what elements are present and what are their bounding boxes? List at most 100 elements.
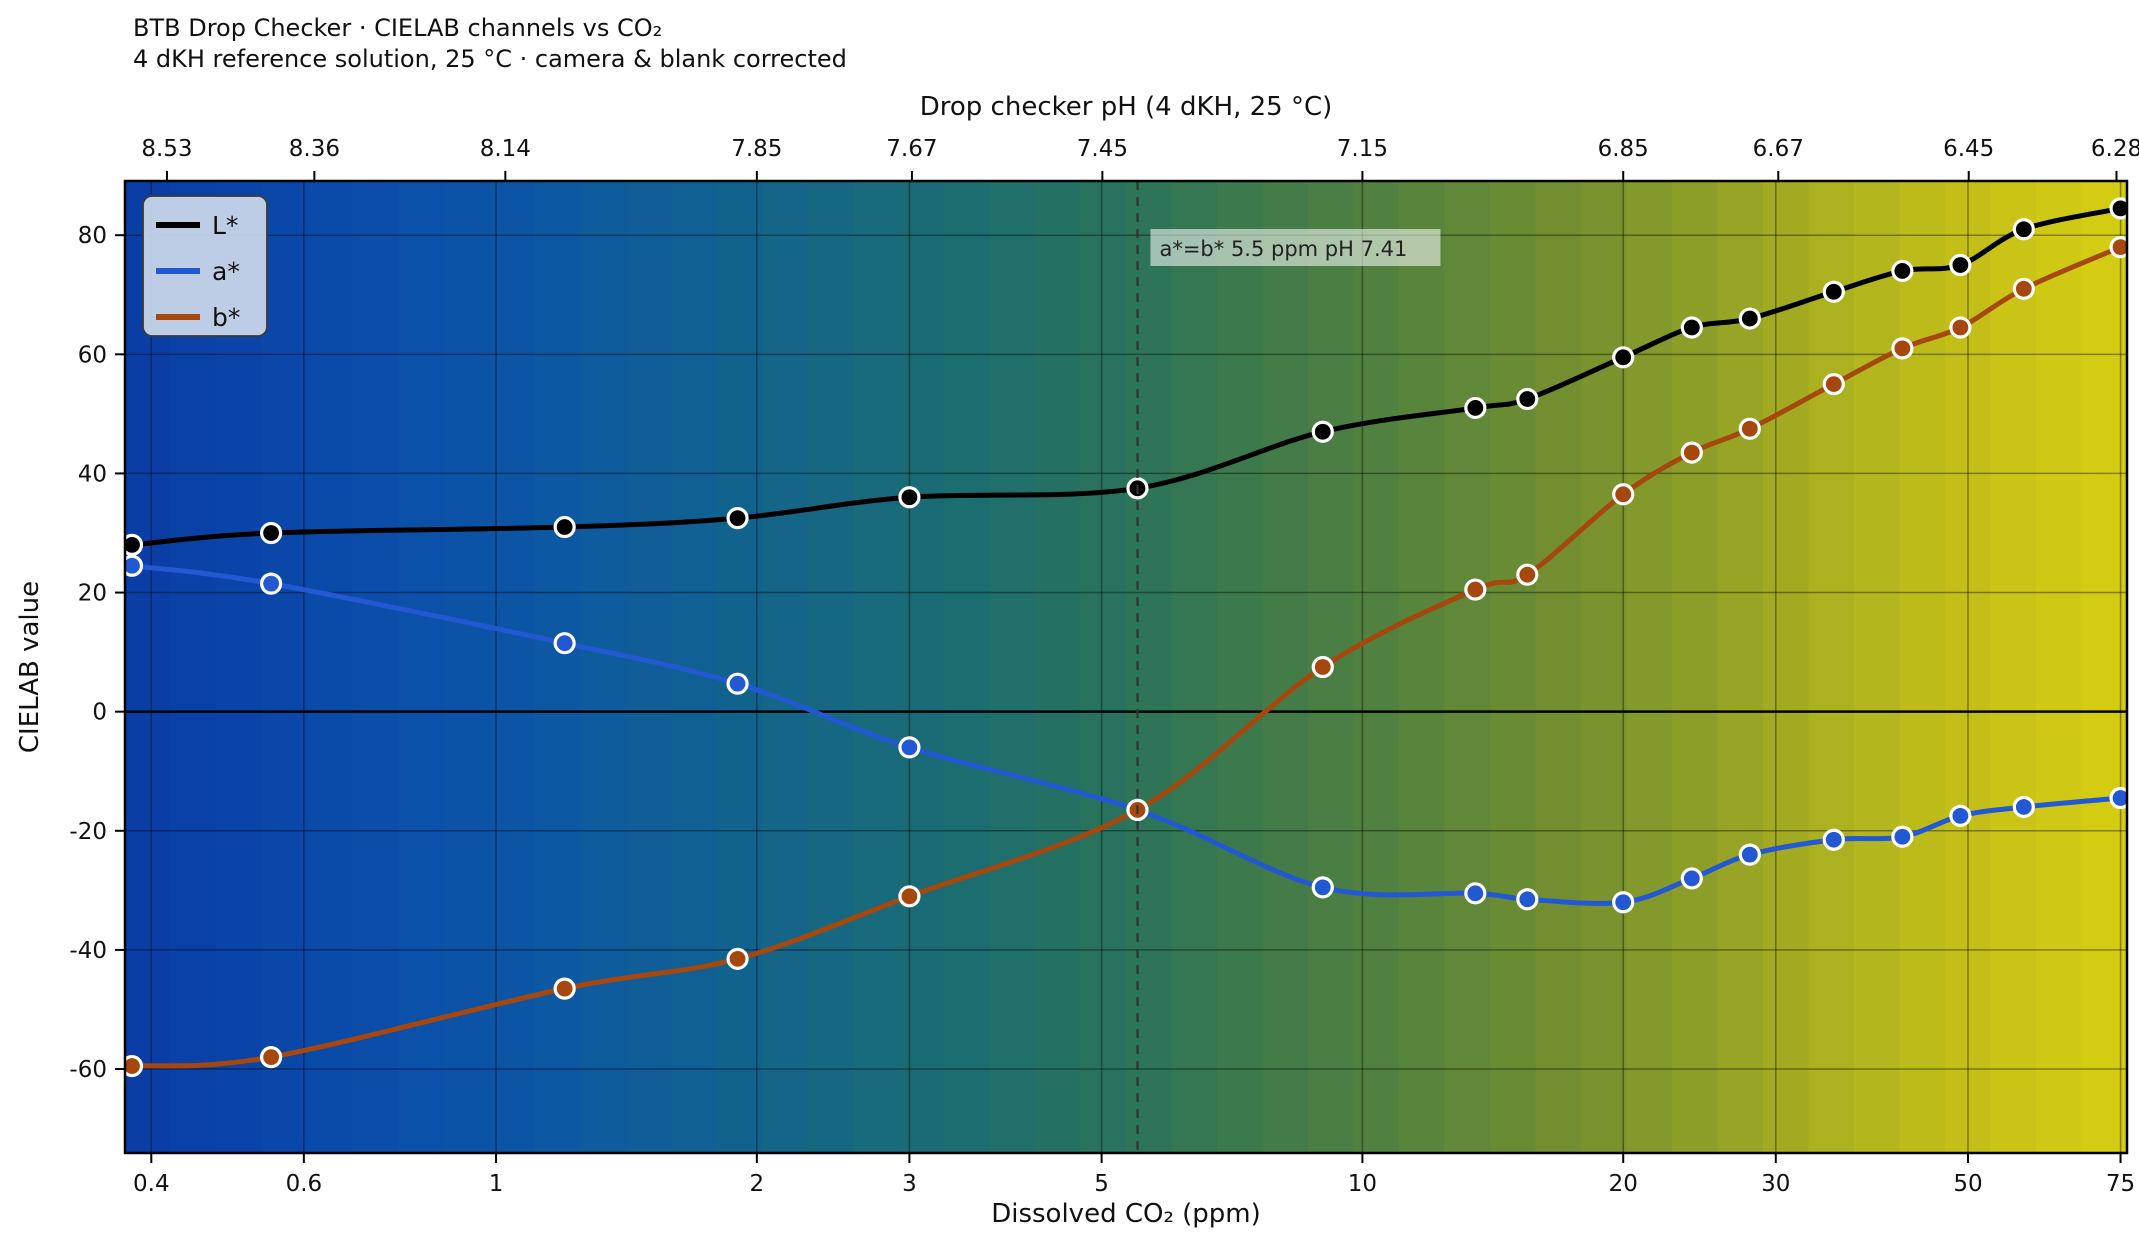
y-tick-label: 20 — [78, 581, 107, 607]
marker-a — [1891, 825, 1914, 848]
marker-a — [2109, 786, 2127, 810]
gradient-band — [307, 181, 354, 1153]
marker-b — [260, 1046, 283, 1069]
marker-b — [1311, 655, 1334, 679]
gradient-band — [1899, 181, 1946, 1153]
marker-L — [1949, 253, 1972, 277]
gradient-band — [1490, 181, 1537, 1153]
marker-L — [1516, 387, 1539, 411]
ph-tick-label: 7.45 — [1077, 136, 1128, 162]
marker-L — [1464, 396, 1487, 420]
marker-a — [726, 672, 749, 695]
gradient-band — [170, 181, 217, 1153]
ph-tick-label: 6.85 — [1598, 136, 1649, 162]
marker-b — [1612, 483, 1635, 506]
gradient-band — [1581, 181, 1628, 1153]
gradient-band — [1171, 181, 1218, 1153]
y-tick-label: 0 — [92, 700, 107, 726]
gradient-band — [580, 181, 627, 1153]
marker-b — [1949, 316, 1972, 339]
gradient-band — [1854, 181, 1901, 1153]
gradient-band — [625, 181, 672, 1153]
gradient-band — [261, 181, 308, 1153]
gradient-band — [1080, 181, 1127, 1153]
marker-L — [125, 533, 144, 557]
marker-b — [898, 885, 921, 908]
legend: L* a* b* — [142, 195, 268, 337]
marker-b — [553, 977, 576, 1000]
gradient-band — [1217, 181, 1264, 1153]
gradient-band — [1399, 181, 1446, 1153]
marker-a — [1949, 804, 1972, 827]
y-tick-label: -60 — [69, 1057, 107, 1083]
background-gradient-bands — [125, 181, 2127, 1153]
gradient-band — [352, 181, 399, 1153]
gradient-band — [1672, 181, 1719, 1153]
series-line-L — [129, 205, 2124, 548]
marker-L — [2109, 197, 2127, 220]
marker-L — [726, 507, 749, 530]
marker-L — [553, 515, 576, 539]
x-axis-title: Dissolved CO₂ (ppm) — [991, 1199, 1261, 1229]
x-tick-label: 10 — [1348, 1171, 1377, 1197]
series-line-b — [129, 244, 2124, 1069]
annotation-layer: a*=b* 5.5 ppm pH 7.41 — [1136, 181, 1441, 1153]
gradient-band — [534, 181, 581, 1153]
gradient-band — [1353, 181, 1400, 1153]
y-tick-label: 60 — [78, 342, 107, 368]
marker-a — [1516, 888, 1539, 911]
x-tick-label: 50 — [1953, 1171, 1982, 1197]
gradient-band — [1717, 181, 1764, 1153]
gradient-band — [1626, 181, 1673, 1153]
gradient-band — [989, 181, 1036, 1153]
x-tick-label: 3 — [902, 1171, 917, 1197]
marker-b — [1891, 337, 1914, 360]
x-tick-label: 75 — [2106, 1171, 2135, 1197]
marker-b — [1464, 578, 1487, 601]
gradient-band — [1126, 181, 1173, 1153]
ph-tick-label: 7.67 — [886, 136, 937, 162]
marker-b — [1680, 441, 1703, 464]
marker-b — [1738, 417, 1761, 440]
x-tick-label: 2 — [750, 1171, 765, 1197]
marker-a — [1680, 867, 1703, 890]
gradient-band — [853, 181, 900, 1153]
marker-L — [260, 521, 283, 545]
gradient-band — [1262, 181, 1309, 1153]
x-tick-label: 5 — [1094, 1171, 1109, 1197]
title-line2: 4 dKH reference solution, 25 °C · camera… — [133, 45, 847, 73]
ph-tick-label: 6.28 — [2091, 136, 2139, 162]
legend-box — [142, 195, 268, 337]
gradient-band — [762, 181, 809, 1153]
annotation-label: a*=b* 5.5 ppm pH 7.41 — [1159, 237, 1407, 261]
gradient-band — [1763, 181, 1810, 1153]
title-line1: BTB Drop Checker · CIELAB channels vs CO… — [133, 14, 662, 42]
series-line-a — [129, 563, 2124, 906]
x-tick-label: 0.6 — [286, 1171, 323, 1197]
marker-a — [1464, 882, 1487, 905]
marker-L — [1891, 259, 1914, 283]
gradient-band — [898, 181, 945, 1153]
gradient-band — [944, 181, 991, 1153]
legend-label-a: a* — [212, 257, 240, 286]
marker-a — [1822, 828, 1845, 851]
gradient-band — [216, 181, 263, 1153]
y-tick-label: 80 — [78, 223, 107, 249]
marker-L — [1738, 307, 1761, 330]
marker-b — [1822, 372, 1845, 396]
gradient-band — [1444, 181, 1491, 1153]
marker-a — [898, 736, 921, 759]
gradient-band — [1535, 181, 1582, 1153]
gradient-band — [1990, 181, 2037, 1153]
gradient-band — [2036, 181, 2083, 1153]
gradient-band — [1808, 181, 1855, 1153]
ph-tick-label: 8.53 — [141, 136, 192, 162]
marker-b — [1516, 563, 1539, 586]
ph-tick-label: 8.36 — [289, 136, 340, 162]
marker-a — [2012, 795, 2035, 819]
legend-label-b: b* — [212, 303, 240, 332]
gradient-band — [1035, 181, 1082, 1153]
y-tick-label: -20 — [69, 819, 107, 845]
